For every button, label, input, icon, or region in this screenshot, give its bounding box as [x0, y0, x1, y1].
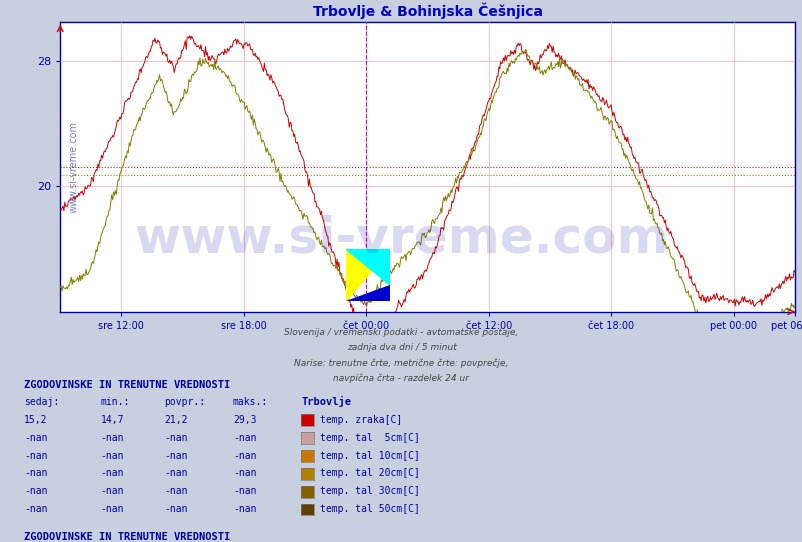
Text: -nan: -nan — [164, 504, 188, 514]
Polygon shape — [346, 249, 390, 301]
Polygon shape — [346, 285, 390, 301]
Text: -nan: -nan — [233, 433, 256, 443]
Title: Trbovlje & Bohinjska Češnjica: Trbovlje & Bohinjska Češnjica — [312, 3, 542, 19]
Text: povpr.:: povpr.: — [164, 397, 205, 407]
Text: www.si-vreme.com: www.si-vreme.com — [68, 121, 79, 212]
Text: temp. tal  5cm[C]: temp. tal 5cm[C] — [319, 433, 419, 443]
Text: temp. tal 20cm[C]: temp. tal 20cm[C] — [319, 468, 419, 479]
Text: 29,3: 29,3 — [233, 415, 256, 425]
Text: -nan: -nan — [24, 450, 47, 461]
Text: -nan: -nan — [100, 450, 124, 461]
Text: navpična črta - razdelek 24 ur: navpična črta - razdelek 24 ur — [333, 373, 469, 383]
Text: temp. tal 30cm[C]: temp. tal 30cm[C] — [319, 486, 419, 496]
Text: -nan: -nan — [100, 486, 124, 496]
Text: zadnja dva dni / 5 minut: zadnja dva dni / 5 minut — [346, 343, 456, 352]
Text: -nan: -nan — [233, 486, 256, 496]
Text: Trbovlje: Trbovlje — [301, 396, 350, 407]
Text: 14,7: 14,7 — [100, 415, 124, 425]
Text: -nan: -nan — [233, 450, 256, 461]
Text: temp. zraka[C]: temp. zraka[C] — [319, 415, 401, 425]
Text: -nan: -nan — [233, 504, 256, 514]
Text: -nan: -nan — [24, 504, 47, 514]
Text: 21,2: 21,2 — [164, 415, 188, 425]
Text: min.:: min.: — [100, 397, 130, 407]
Text: Narise: trenutne črte, metrične črte: povprečje,: Narise: trenutne črte, metrične črte: po… — [294, 358, 508, 368]
Text: -nan: -nan — [164, 433, 188, 443]
Text: -nan: -nan — [164, 468, 188, 479]
Text: www.si-vreme.com: www.si-vreme.com — [134, 215, 668, 262]
Text: Slovenija / vremenski podatki - avtomatske postaje,: Slovenija / vremenski podatki - avtomats… — [284, 328, 518, 337]
Text: temp. tal 50cm[C]: temp. tal 50cm[C] — [319, 504, 419, 514]
Text: 15,2: 15,2 — [24, 415, 47, 425]
Text: -nan: -nan — [100, 504, 124, 514]
Text: maks.:: maks.: — [233, 397, 268, 407]
Text: -nan: -nan — [233, 468, 256, 479]
Text: -nan: -nan — [164, 450, 188, 461]
Polygon shape — [346, 249, 390, 285]
Text: -nan: -nan — [24, 433, 47, 443]
Text: sedaj:: sedaj: — [24, 397, 59, 407]
Text: ZGODOVINSKE IN TRENUTNE VREDNOSTI: ZGODOVINSKE IN TRENUTNE VREDNOSTI — [24, 379, 230, 390]
Text: -nan: -nan — [100, 433, 124, 443]
Text: -nan: -nan — [24, 486, 47, 496]
Text: -nan: -nan — [24, 468, 47, 479]
Text: temp. tal 10cm[C]: temp. tal 10cm[C] — [319, 450, 419, 461]
Text: ZGODOVINSKE IN TRENUTNE VREDNOSTI: ZGODOVINSKE IN TRENUTNE VREDNOSTI — [24, 532, 230, 542]
Text: -nan: -nan — [164, 486, 188, 496]
Text: -nan: -nan — [100, 468, 124, 479]
